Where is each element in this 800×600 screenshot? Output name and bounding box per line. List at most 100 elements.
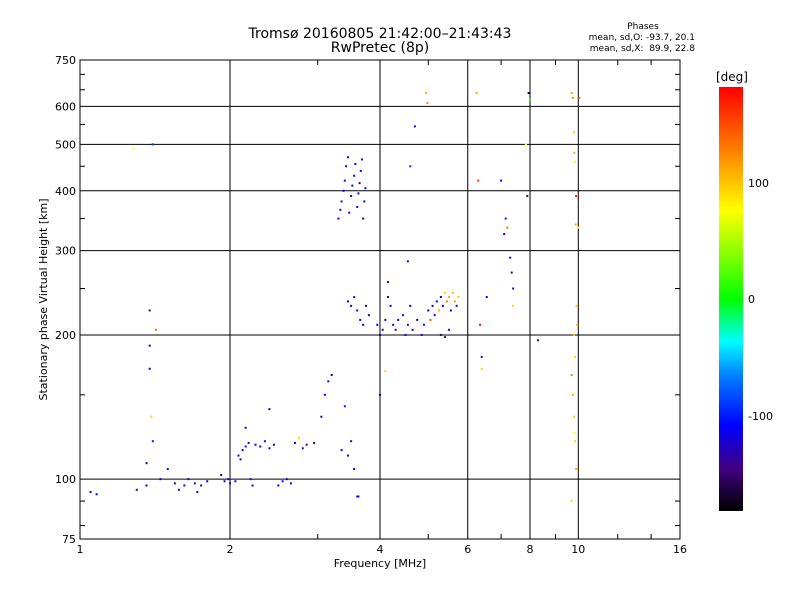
data-point <box>402 314 405 317</box>
data-point <box>234 480 237 483</box>
data-point <box>379 333 381 336</box>
x-tick-label: 4 <box>377 543 384 556</box>
data-point <box>575 468 578 471</box>
data-point <box>350 195 353 198</box>
data-point <box>340 200 343 203</box>
data-points <box>89 91 581 503</box>
data-point <box>524 143 527 146</box>
data-point <box>229 482 231 485</box>
data-point <box>384 370 387 373</box>
data-point <box>425 91 428 94</box>
data-point <box>254 443 257 446</box>
data-point <box>151 143 154 146</box>
data-point <box>297 436 300 439</box>
data-point <box>406 323 409 326</box>
data-point <box>244 445 247 448</box>
data-point <box>268 408 271 411</box>
data-point <box>441 304 444 307</box>
x-tick-label: 8 <box>527 543 534 556</box>
data-point <box>386 280 389 283</box>
data-point <box>354 162 357 165</box>
data-point <box>350 304 353 307</box>
data-point <box>392 323 395 326</box>
data-point <box>386 296 389 299</box>
data-point <box>323 393 326 396</box>
data-point <box>148 344 151 347</box>
colorbar-tick-0: 0 <box>748 293 755 306</box>
data-point <box>342 189 345 192</box>
phase-stat-x: mean, sd,X: 89.9, 22.8 <box>589 44 695 54</box>
data-point <box>350 440 353 443</box>
phase-header: Phases <box>627 22 659 32</box>
data-point <box>449 309 452 312</box>
data-point <box>353 296 356 299</box>
data-point <box>365 304 368 307</box>
data-point <box>313 441 316 444</box>
data-point <box>578 96 581 99</box>
data-point <box>379 393 381 396</box>
x-tick-label: 2 <box>227 543 234 556</box>
data-point <box>346 454 349 457</box>
data-point <box>447 296 450 299</box>
data-point <box>237 454 240 457</box>
data-point <box>281 480 284 483</box>
axis-ticks: 1 2 4 6 8 10 16 75 100 200 300 400 500 600 750 <box>55 54 687 556</box>
data-point <box>150 415 153 418</box>
plot-frame <box>79 59 681 540</box>
data-point <box>151 440 154 443</box>
data-point <box>575 304 578 307</box>
data-point <box>439 333 442 336</box>
data-point <box>485 296 488 299</box>
data-point <box>509 256 512 259</box>
data-point <box>351 184 354 187</box>
data-point <box>166 468 169 471</box>
data-point <box>447 328 450 331</box>
data-point <box>429 318 432 321</box>
data-point <box>443 291 446 294</box>
y-tick-label: 300 <box>55 245 76 258</box>
data-point <box>183 484 186 487</box>
data-point <box>327 380 330 383</box>
y-tick-label: 600 <box>55 100 76 113</box>
data-point <box>272 443 275 446</box>
x-axis-label: Frequency [MHz] <box>334 557 426 570</box>
data-point <box>145 462 148 465</box>
data-point <box>241 449 244 452</box>
data-point <box>397 318 400 321</box>
data-point <box>411 328 414 331</box>
y-tick-label: 75 <box>62 533 76 546</box>
data-point <box>356 495 359 498</box>
data-point <box>353 174 356 177</box>
data-point <box>356 205 359 208</box>
data-point <box>293 441 296 444</box>
data-point <box>394 328 397 331</box>
y-tick-label: 100 <box>55 473 76 486</box>
data-point <box>437 309 440 312</box>
data-point <box>570 373 573 376</box>
data-point <box>433 314 436 317</box>
data-point <box>367 314 370 317</box>
data-point <box>320 415 323 418</box>
data-point <box>364 187 367 190</box>
data-point <box>479 323 482 326</box>
data-point <box>413 125 416 128</box>
data-point <box>577 226 580 229</box>
data-point <box>575 195 578 198</box>
data-point <box>576 323 579 326</box>
data-point <box>571 96 574 99</box>
y-tick-label: 750 <box>55 54 76 67</box>
data-point <box>526 195 529 198</box>
x-tick-label: 10 <box>571 543 585 556</box>
data-point <box>359 169 362 172</box>
data-point <box>404 333 407 336</box>
data-point <box>132 147 135 150</box>
data-point <box>362 323 365 326</box>
data-point <box>301 447 304 450</box>
data-point <box>451 291 454 294</box>
y-tick-label: 400 <box>55 185 76 198</box>
colorbar-tick-minus100: -100 <box>748 410 773 423</box>
data-point <box>206 480 209 483</box>
data-point <box>95 493 98 496</box>
data-point <box>443 336 446 339</box>
